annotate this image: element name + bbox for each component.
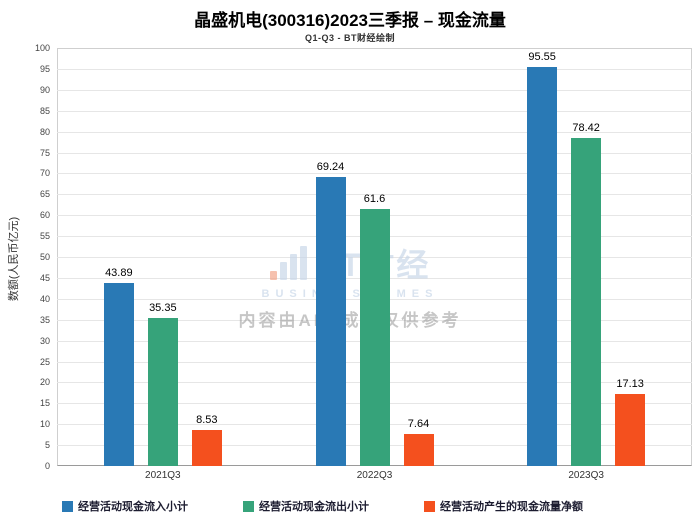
y-tick-label: 20	[39, 377, 50, 388]
bar-value-label: 35.35	[149, 302, 177, 315]
bar-2023Q3-series0	[527, 66, 558, 466]
legend-label: 经营活动产生的现金流量净额	[440, 501, 583, 513]
gridline	[57, 68, 692, 70]
gridline	[57, 89, 692, 91]
bar-2021Q3-series2	[191, 430, 222, 466]
bar-2023Q3-series1	[571, 138, 602, 466]
bar-value-label: 69.24	[316, 160, 345, 173]
bar-2023Q3-series2	[615, 394, 646, 466]
x-category-label: 2022Q3	[356, 470, 393, 481]
bar-value-label: 78.42	[572, 122, 600, 135]
gridline	[57, 110, 692, 112]
bar-value-label: 43.89	[105, 266, 133, 279]
gridline	[57, 131, 692, 133]
y-tick-label: 40	[39, 293, 50, 304]
y-tick-label: 95	[39, 63, 50, 74]
y-tick-label: 35	[39, 314, 50, 325]
legend-item-0[interactable]: 经营活动现金流入小计	[62, 498, 188, 514]
y-tick-label: 90	[39, 84, 50, 95]
legend-swatch	[424, 500, 435, 512]
y-tick-label: 10	[39, 419, 50, 430]
y-tick-label: 75	[39, 147, 50, 158]
y-tick-label: 70	[39, 168, 50, 179]
y-tick-label: 55	[39, 231, 50, 242]
bar-value-label: 8.53	[196, 414, 218, 427]
bar-2021Q3-series0	[103, 282, 134, 466]
y-tick-label: 80	[39, 126, 50, 137]
legend-label: 经营活动现金流出小计	[259, 501, 369, 513]
bar-2022Q3-series2	[403, 434, 434, 466]
legend-swatch	[243, 500, 254, 512]
x-category-label: 2023Q3	[568, 470, 604, 481]
bar-value-label: 17.13	[616, 378, 644, 391]
y-tick-label: 45	[39, 272, 50, 283]
gridline	[57, 194, 692, 196]
y-tick-label: 0	[44, 461, 50, 471]
y-tick-label: 30	[39, 335, 50, 346]
chart-legend: 经营活动现金流入小计 经营活动现金流出小计 经营活动产生的现金流量净额	[62, 498, 583, 514]
bar-2022Q3-series1	[359, 208, 390, 466]
legend-item-1[interactable]: 经营活动现金流出小计	[243, 498, 369, 514]
legend-label: 经营活动现金流入小计	[78, 501, 188, 513]
gridline	[57, 173, 692, 175]
legend-item-2[interactable]: 经营活动产生的现金流量净额	[424, 498, 583, 514]
y-tick-label: 65	[39, 189, 50, 200]
y-tick-label: 60	[39, 210, 50, 221]
bar-value-label: 61.6	[363, 192, 386, 205]
y-tick-label: 5	[44, 440, 50, 451]
gridline	[57, 152, 692, 154]
chart-title: 晶盛机电(300316)2023三季报 – 现金流量	[194, 11, 506, 30]
chart-subtitle: Q1-Q3 - BT财经绘制	[304, 33, 395, 43]
y-tick-label: 15	[39, 398, 50, 409]
bar-2022Q3-series0	[315, 176, 346, 466]
bar-value-label: 95.55	[528, 50, 556, 63]
y-tick-label: 25	[39, 356, 50, 367]
x-category-label: 2021Q3	[145, 470, 181, 481]
bar-value-label: 7.64	[407, 418, 430, 431]
y-tick-label: 85	[39, 105, 50, 116]
bar-2021Q3-series1	[147, 318, 178, 466]
y-tick-label: 100	[34, 43, 50, 53]
legend-swatch	[62, 500, 73, 512]
y-tick-label: 50	[39, 252, 50, 262]
